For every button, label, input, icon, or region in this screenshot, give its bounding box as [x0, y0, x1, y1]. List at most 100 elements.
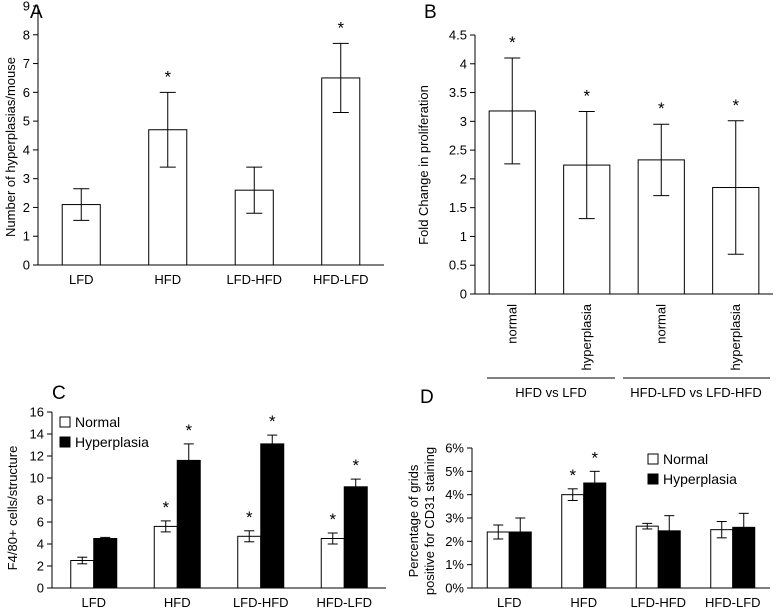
panel-d-ytick-label: 4% [445, 487, 464, 502]
panel-d-ytick-label: 1% [445, 557, 464, 572]
panel-b-significance-star: * [732, 96, 739, 115]
panel-a-ytick-label: 8 [23, 27, 30, 42]
panel-a-xtick-label: LFD [69, 272, 94, 287]
panel-c-bar-hyperplasia [93, 538, 118, 589]
panel-b-xtick-label: hyperplasia [579, 303, 594, 370]
panel-d-xtick-label: LFD-HFD [630, 595, 686, 610]
panel-c-xtick-label: LFD [81, 595, 106, 610]
panel-b-ytick-label: 0.5 [449, 258, 467, 273]
panel-c-significance-star: * [162, 498, 169, 517]
panel-a-letter: A [30, 2, 43, 23]
panel-b-ytick-label: 3 [460, 114, 467, 129]
panel-d-significance-star: * [591, 448, 598, 467]
panel-b-ytick-label: 2 [460, 171, 467, 186]
panel-c-legend-swatch-hyperplasia [59, 436, 71, 448]
panel-d-xtick-label: HFD-LFD [705, 595, 761, 610]
panel-b-significance-star: * [509, 33, 516, 52]
panel-c-ytick-label: 2 [37, 559, 44, 574]
panel-c-bar-hyperplasia [176, 459, 201, 589]
panel-a-xtick-label: HFD [154, 272, 181, 287]
panel-d-ytick-label: 3% [445, 511, 464, 526]
panel-c-ytick-label: 10 [30, 471, 44, 486]
panel-b-group-label-1: HFD vs LFD [515, 385, 587, 400]
panel-c-chart: 0 2 4 6 8 10 12 14 16 LFD * * HFD * * LFD-HFD * * HFD-LFD N… [30, 405, 386, 610]
panel-d-ytick-label: 5% [445, 464, 464, 479]
panel-b-group-label-2: HFD-LFD vs LFD-HFD [630, 385, 761, 400]
panel-b-ytick-label: 4.5 [449, 28, 467, 43]
panel-a-ytick-label: 5 [23, 114, 30, 129]
panel-a-ytick-label: 6 [23, 85, 30, 100]
panel-d-xtick-label: HFD [570, 595, 597, 610]
panel-d-ytick-label: 6% [445, 441, 464, 456]
panel-b-ytick-label: 2.5 [449, 143, 467, 158]
panel-c-ytick-label: 16 [30, 405, 44, 420]
panel-b-significance-star: * [583, 87, 590, 106]
panel-a-ytick-label: 7 [23, 56, 30, 71]
panel-b-ytick-label: 3.5 [449, 85, 467, 100]
panel-d-significance-star: * [569, 466, 576, 485]
panel-c-bar-normal [70, 560, 95, 589]
panel-b-ytick-label: 0 [460, 287, 467, 302]
panel-a-significance-star: * [164, 67, 171, 86]
panel-c-bar-normal [320, 538, 345, 589]
panel-b-xtick-label: normal [504, 304, 519, 344]
panel-b-ytick-label: 1 [460, 229, 467, 244]
panel-d-ytick-label: 0% [445, 581, 464, 596]
panel-b-chart: 0 0.5 1 1.5 2 2.5 3 3.5 4 4.5 * normal * hyperplasia *… [449, 28, 773, 371]
panel-a-significance-star: * [337, 18, 344, 37]
panel-c-significance-star: * [352, 456, 359, 475]
panel-d-bar-normal [486, 531, 510, 589]
panel-a-xtick-label: LFD-HFD [226, 272, 282, 287]
panel-d-xtick-label: LFD [497, 595, 522, 610]
panel-a-xtick-label: HFD-LFD [313, 272, 369, 287]
panel-a-ytick-label: 2 [23, 200, 30, 215]
panel-b-xtick-label: normal [653, 304, 668, 344]
panel-a-ytick-label: 0 [23, 258, 30, 273]
panel-b-ylabel: Fold Change in proliferation [416, 85, 431, 245]
panel-c-legend-label-normal: Normal [75, 414, 120, 430]
panel-c-bar-hyperplasia [343, 486, 368, 589]
panel-c-significance-star: * [185, 421, 192, 440]
panel-d-legend-swatch-hyperplasia [647, 473, 659, 485]
panel-a-ytick-label: 3 [23, 171, 30, 186]
panel-c-xtick-label: LFD-HFD [233, 595, 289, 610]
panel-d-bar-normal [561, 494, 585, 589]
panel-c-ytick-label: 0 [37, 581, 44, 596]
panel-d-ylabel-line1: Percentage of grids [406, 464, 421, 577]
panel-c-xtick-label: HFD-LFD [316, 595, 372, 610]
panel-c-significance-star: * [269, 412, 276, 431]
panel-d-ylabel-line2: positive for CD31 staining [422, 447, 437, 595]
panel-c-bar-normal [237, 535, 262, 589]
panel-c-bar-hyperplasia [260, 443, 285, 589]
panel-c-letter: C [52, 383, 66, 404]
panel-c-legend-swatch-normal [59, 416, 71, 428]
panel-c-legend-label-hyperplasia: Hyperplasia [75, 434, 149, 450]
panel-a-chart: 0 1 2 3 4 5 6 7 8 9 LFD * HFD LFD-HFD * HFD-LFD [23, 0, 384, 287]
panel-a-ytick-label: 1 [23, 229, 30, 244]
panel-d-legend-label-normal: Normal [663, 451, 708, 467]
panel-b-xtick-label: hyperplasia [728, 303, 743, 370]
panel-b-significance-star: * [658, 99, 665, 118]
panel-c-bar-normal [153, 525, 178, 589]
panel-d-letter: D [420, 387, 434, 408]
panel-b-letter: B [424, 2, 437, 23]
panel-d-chart: 0% 1% 2% 3% 4% 5% 6% LFD * * HFD LFD-HFD HFD-LFD Norm… [445, 441, 770, 610]
panel-d-bar-normal [635, 525, 659, 589]
panel-b-ytick-label: 1.5 [449, 200, 467, 215]
panel-a-ytick-label: 4 [23, 142, 30, 157]
panel-d-legend-swatch-normal [647, 453, 659, 465]
panel-c-ytick-label: 6 [37, 515, 44, 530]
panel-a-ytick-label: 9 [23, 0, 30, 14]
panel-c-ytick-label: 14 [30, 427, 44, 442]
panel-c-significance-star: * [329, 510, 336, 529]
panel-c-ytick-label: 8 [37, 493, 44, 508]
panel-a-ylabel: Number of hyperplasias/mouse [3, 57, 18, 237]
panel-c-ytick-label: 12 [30, 449, 44, 464]
panel-d-legend-label-hyperplasia: Hyperplasia [663, 471, 737, 487]
panel-c-xtick-label: HFD [164, 595, 191, 610]
panel-d-bar-normal [710, 529, 734, 589]
panel-c-ytick-label: 4 [37, 537, 44, 552]
panel-c-ylabel: F4/80+ cells/structure [5, 446, 20, 571]
panel-b-ytick-label: 4 [460, 56, 467, 71]
